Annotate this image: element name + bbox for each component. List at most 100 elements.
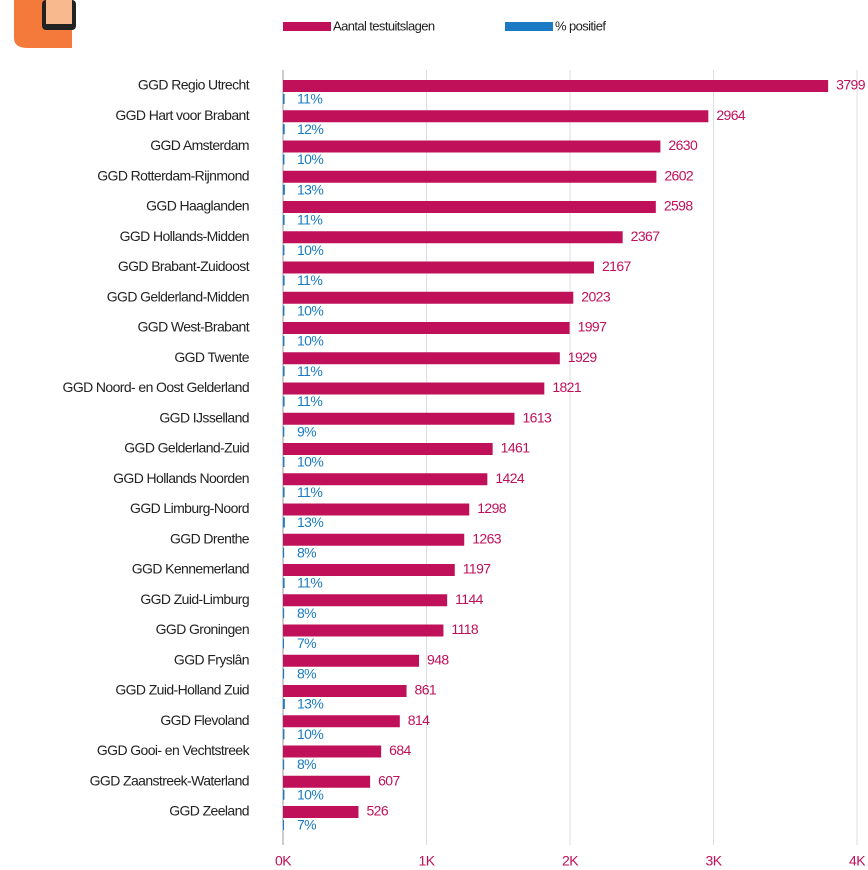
bar bbox=[283, 624, 444, 637]
bar bbox=[283, 457, 285, 467]
y-tick-label: GGD Hart voor Brabant bbox=[115, 107, 249, 123]
bar-value-label: 11% bbox=[297, 575, 322, 591]
bar bbox=[283, 699, 285, 709]
bar-value-label: 2964 bbox=[716, 107, 746, 123]
bar-value-label: 2167 bbox=[602, 258, 632, 274]
x-tick-label: 1K bbox=[419, 853, 436, 869]
y-tick-label: GGD Groningen bbox=[156, 621, 249, 637]
y-tick-label: GGD Regio Utrecht bbox=[138, 77, 250, 93]
y-tick-label: GGD Gelderland-Zuid bbox=[124, 440, 249, 456]
bar bbox=[283, 215, 285, 225]
bar-value-label: 8% bbox=[297, 605, 316, 621]
bar-value-label: 2598 bbox=[664, 198, 694, 214]
bar-value-label: 11% bbox=[297, 91, 322, 107]
x-tick-label: 4K bbox=[849, 853, 866, 869]
bar bbox=[283, 396, 285, 407]
y-tick-label: GGD Hollands-Midden bbox=[120, 228, 249, 244]
bar bbox=[283, 533, 465, 546]
bar-value-label: 1144 bbox=[455, 591, 484, 607]
bar bbox=[283, 154, 285, 165]
bar-value-label: 8% bbox=[297, 544, 316, 560]
bar bbox=[283, 789, 285, 800]
bar bbox=[283, 759, 285, 770]
bar bbox=[283, 184, 285, 195]
bar-value-label: 7% bbox=[297, 817, 316, 833]
bar bbox=[283, 578, 285, 588]
bar-value-label: 10% bbox=[297, 786, 323, 802]
bar-value-label: 1298 bbox=[477, 500, 507, 516]
bar bbox=[283, 638, 285, 649]
bar-value-label: 948 bbox=[427, 651, 449, 667]
bar-value-label: 13% bbox=[297, 696, 323, 712]
x-tick-label: 2K bbox=[562, 853, 579, 869]
bar bbox=[283, 322, 570, 334]
bar-value-label: 11% bbox=[297, 484, 322, 500]
bar bbox=[283, 715, 400, 728]
bar-value-label: 2367 bbox=[631, 228, 661, 244]
bar bbox=[283, 94, 285, 104]
phone-icon bbox=[14, 0, 76, 48]
bar-value-label: 12% bbox=[297, 121, 323, 137]
y-tick-label: GGD Zuid-Holland Zuid bbox=[115, 682, 249, 698]
bar bbox=[283, 547, 285, 558]
bar-value-label: 1613 bbox=[522, 409, 552, 425]
bar bbox=[283, 366, 285, 377]
bar-value-label: 861 bbox=[415, 682, 437, 698]
bar-value-label: 7% bbox=[297, 635, 316, 651]
y-tick-label: GGD Amsterdam bbox=[150, 137, 249, 153]
bar-value-label: 1821 bbox=[552, 379, 582, 395]
bar bbox=[283, 382, 545, 395]
bar bbox=[283, 668, 285, 679]
bar-value-label: 607 bbox=[378, 772, 400, 788]
y-tick-label: GGD Twente bbox=[174, 349, 249, 365]
legend-label: Aantal testuitslagen bbox=[333, 18, 435, 33]
bar bbox=[283, 275, 285, 286]
bar-value-label: 814 bbox=[408, 712, 430, 728]
y-tick-label: GGD West-Brabant bbox=[137, 319, 249, 335]
bar bbox=[283, 517, 285, 528]
bar-value-label: 1997 bbox=[578, 319, 608, 335]
bar bbox=[283, 170, 657, 183]
bar-value-label: 684 bbox=[389, 742, 411, 758]
bar bbox=[283, 231, 623, 244]
bar bbox=[283, 487, 285, 498]
bar-value-label: 9% bbox=[297, 423, 316, 439]
bar-value-label: 10% bbox=[297, 151, 323, 167]
bar-value-label: 1118 bbox=[451, 621, 478, 637]
bar-value-label: 3799 bbox=[836, 77, 866, 93]
x-tick-label: 3K bbox=[706, 853, 723, 869]
bar bbox=[283, 775, 371, 788]
bar-value-label: 1461 bbox=[501, 440, 531, 456]
y-tick-label: GGD Limburg-Noord bbox=[130, 500, 249, 516]
bar-value-label: 11% bbox=[297, 212, 322, 228]
bar-value-label: 526 bbox=[366, 803, 388, 819]
y-tick-label: GGD Zaanstreek-Waterland bbox=[90, 772, 249, 788]
bar-value-label: 10% bbox=[297, 726, 323, 742]
bar bbox=[283, 503, 470, 516]
bar-value-label: 13% bbox=[297, 181, 323, 197]
bar-value-label: 10% bbox=[297, 242, 323, 258]
y-tick-label: GGD IJsselland bbox=[159, 409, 249, 425]
y-tick-label: GGD Noord- en Oost Gelderland bbox=[63, 379, 249, 395]
y-tick-label: GGD Brabant-Zuidoost bbox=[118, 258, 250, 274]
bar-value-label: 10% bbox=[297, 302, 323, 318]
bar bbox=[283, 806, 359, 818]
bar bbox=[283, 608, 285, 619]
bar-value-label: 11% bbox=[297, 393, 322, 409]
bar bbox=[283, 336, 285, 346]
bar bbox=[283, 594, 448, 607]
y-tick-label: GGD Rotterdam-Rijnmond bbox=[97, 167, 249, 183]
legend-swatch bbox=[283, 22, 331, 31]
y-tick-label: GGD Flevoland bbox=[160, 712, 249, 728]
y-tick-label: GGD Zuid-Limburg bbox=[140, 591, 249, 607]
legend-label: % positief bbox=[555, 18, 606, 33]
bar-value-label: 1929 bbox=[568, 349, 598, 365]
bar-value-label: 2602 bbox=[664, 167, 694, 183]
bar bbox=[283, 124, 285, 135]
bar-value-label: 10% bbox=[297, 333, 323, 349]
bar bbox=[283, 443, 493, 455]
bar bbox=[283, 729, 285, 740]
bar bbox=[283, 352, 560, 365]
bar bbox=[283, 820, 285, 830]
bar-value-label: 8% bbox=[297, 665, 316, 681]
